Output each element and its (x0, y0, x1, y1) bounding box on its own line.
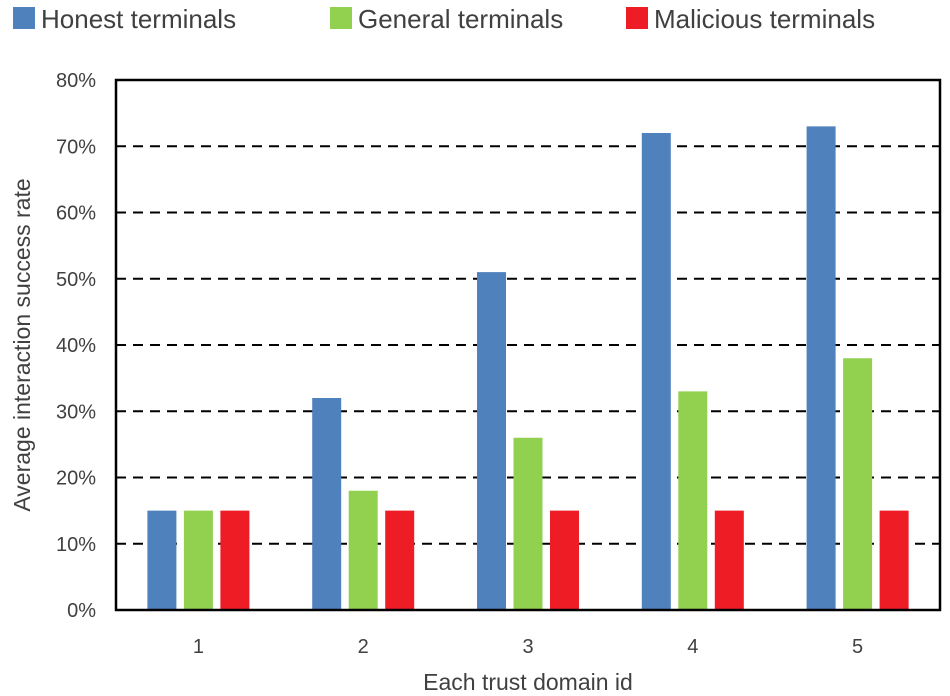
legend-swatch (13, 7, 35, 29)
x-axis-title: Each trust domain id (423, 669, 633, 695)
bar-honest-terminals (477, 272, 506, 610)
y-tick-label: 80% (56, 70, 96, 92)
bars (147, 126, 909, 610)
y-tick-label: 30% (56, 401, 96, 423)
y-tick-label: 50% (56, 269, 96, 291)
y-tick-label: 40% (56, 335, 96, 357)
bar-general-terminals (348, 490, 378, 610)
legend-label: General terminals (358, 4, 563, 34)
y-tick-label: 60% (56, 203, 96, 225)
plot-frame (114, 78, 942, 612)
gridlines (116, 145, 940, 545)
legend: Honest terminals General terminals Malicio… (13, 4, 875, 34)
y-axis-ticks: 0% 10% 20% 30% 40% 50% 60% 70% 80% (56, 70, 96, 622)
y-tick-label: 10% (56, 534, 96, 556)
bar-honest-terminals (641, 133, 671, 610)
y-tick-label: 70% (56, 136, 96, 158)
bar-general-terminals (678, 391, 708, 610)
y-tick-label: 20% (56, 468, 96, 490)
x-tick-label: 4 (687, 636, 698, 658)
bar-general-terminals (843, 358, 873, 610)
y-axis-title: Average interaction success rate (9, 178, 35, 511)
bar-malicious-terminals (385, 510, 415, 610)
bar-malicious-terminals (879, 510, 909, 610)
x-axis-ticks: 1 2 3 4 5 (193, 636, 863, 658)
bar-general-terminals (513, 437, 543, 610)
bar-honest-terminals (147, 510, 177, 610)
bar-honest-terminals (312, 398, 342, 610)
legend-swatch (626, 7, 648, 29)
x-tick-label: 3 (522, 636, 533, 658)
bar-honest-terminals (806, 126, 836, 610)
legend-swatch (330, 7, 352, 29)
bar-malicious-terminals (550, 510, 579, 610)
y-tick-label: 0% (67, 600, 96, 622)
x-tick-label: 1 (193, 636, 204, 658)
bar-malicious-terminals (220, 510, 250, 610)
bar-general-terminals (183, 510, 213, 610)
x-tick-label: 5 (852, 636, 863, 658)
legend-label: Honest terminals (41, 4, 236, 34)
x-tick-label: 2 (358, 636, 369, 658)
legend-label: Malicious terminals (654, 4, 875, 34)
bar-malicious-terminals (714, 510, 744, 610)
